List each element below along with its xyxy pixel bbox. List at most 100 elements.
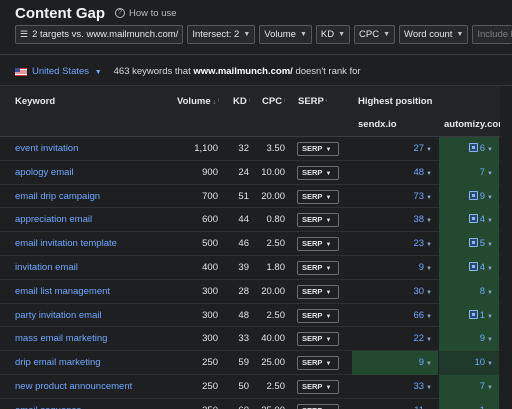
automizy-position[interactable]: 8 ▼ xyxy=(480,280,493,304)
sendx-position[interactable]: 22 ▼ xyxy=(413,327,432,351)
intersect-dropdown[interactable]: Intersect: 2 ▼ xyxy=(187,25,256,44)
automizy-position[interactable]: 4 ▼ xyxy=(468,208,493,232)
cpc-header-label: CPC xyxy=(262,96,283,107)
serp-button[interactable]: SERP▼ xyxy=(297,142,339,156)
automizy-position-value: 4 xyxy=(479,214,486,226)
automizy-position[interactable]: 9 ▼ xyxy=(480,327,493,351)
automizy-position[interactable]: 4 ▼ xyxy=(468,256,493,280)
how-to-use-link[interactable]: ? How to use xyxy=(115,8,177,19)
cpc-value: 10.00 xyxy=(261,166,285,178)
sendx-position[interactable]: 9 ▼ xyxy=(419,256,432,280)
serp-button[interactable]: SERP▼ xyxy=(297,308,339,323)
include-keywords-input[interactable]: Include k xyxy=(472,25,512,44)
sendx-position-cell: 73 ▼ xyxy=(352,185,438,209)
keyword-column-header[interactable]: Keyword xyxy=(15,96,56,107)
sendx-position[interactable]: 66 ▼ xyxy=(413,304,432,328)
keyword-link[interactable]: event invitation xyxy=(15,143,79,154)
volume-filter[interactable]: Volume ▼ xyxy=(259,25,312,44)
serp-button[interactable]: SERP▼ xyxy=(297,403,339,409)
word-count-filter-label: Word count xyxy=(404,29,453,40)
keyword-link[interactable]: new product announcement xyxy=(15,380,133,392)
sendx-position[interactable]: 9 ▼ xyxy=(419,351,432,375)
sendx-position[interactable]: 27 ▼ xyxy=(413,137,432,161)
serp-button-label: SERP xyxy=(302,406,322,409)
keyword-link[interactable]: party invitation email xyxy=(15,309,102,321)
serp-button[interactable]: SERP▼ xyxy=(297,165,339,180)
sendx-position-cell: 27 ▼ xyxy=(352,137,438,161)
cpc-column-header[interactable]: CPC ⁱ xyxy=(262,96,285,107)
automizy-position[interactable]: 1▼ xyxy=(468,304,493,328)
volume-value: 250 xyxy=(178,399,218,409)
title-row: Content Gap ? How to use xyxy=(15,4,177,22)
keyword-link[interactable]: email drip campaign xyxy=(15,190,101,202)
keyword-link[interactable]: email invitation template xyxy=(15,238,117,250)
chevron-down-icon: ▼ xyxy=(426,194,432,201)
serp-header-label: SERP xyxy=(298,96,324,107)
featured-snippet-icon xyxy=(468,261,478,271)
chevron-down-icon: ▼ xyxy=(487,384,493,391)
sendx-position[interactable]: 23 ▼ xyxy=(413,232,432,256)
serp-button[interactable]: SERP▼ xyxy=(297,213,339,228)
sendx-position[interactable]: 48 ▼ xyxy=(413,161,432,185)
sendx-position-cell: 48 ▼ xyxy=(352,161,438,185)
serp-button[interactable]: SERP▼ xyxy=(297,379,339,394)
automizy-position[interactable]: 7 ▼ xyxy=(480,161,493,185)
automizy-position-value: 9 xyxy=(479,190,486,202)
table-row: new product announcement 250 50 2.50 SERP ▼ 33… xyxy=(0,374,512,399)
serp-button[interactable]: SERP▼ xyxy=(297,284,339,299)
kd-filter[interactable]: KD ▼ xyxy=(315,25,351,44)
automizy-position[interactable]: 5 ▼ xyxy=(468,232,493,256)
serp-button[interactable]: SERP▼ xyxy=(297,356,339,371)
sendx-position-value: 73 xyxy=(413,190,425,202)
volume-filter-label: Volume xyxy=(264,29,296,40)
chevron-down-icon: ▼ xyxy=(325,289,332,296)
sendx-position[interactable]: 33 ▼ xyxy=(413,375,432,399)
volume-value: 900 xyxy=(202,166,218,178)
serp-button[interactable]: SERP▼ xyxy=(297,189,339,204)
featured-snippet-icon xyxy=(468,214,478,224)
sendx-position[interactable]: 73 ▼ xyxy=(413,185,432,209)
volume-value: 1,100 xyxy=(194,143,218,154)
automizy-position-cell: 1▼ xyxy=(439,398,499,409)
keyword-link[interactable]: mass email marketing xyxy=(15,333,108,345)
country-selector[interactable]: United States ▼ xyxy=(32,66,102,77)
volume-value: 400 xyxy=(202,261,218,273)
sendx-column-header[interactable]: sendx.io xyxy=(358,119,397,130)
automizy-position-cell: 6 ▼ xyxy=(439,137,499,161)
automizy-position[interactable]: 1▼ xyxy=(480,399,493,409)
kd-value: 32 xyxy=(238,143,249,154)
automizy-position-value: 9 xyxy=(479,333,486,345)
serp-button[interactable]: SERP▼ xyxy=(297,332,339,347)
keyword-link[interactable]: appreciation email xyxy=(15,214,93,226)
automizy-position[interactable]: 10 ▼ xyxy=(474,351,493,375)
volume-value: 250 xyxy=(202,357,218,369)
automizy-position-value: 6 xyxy=(479,143,486,154)
cpc-value: 0.80 xyxy=(266,214,286,226)
keyword-link[interactable]: drip email marketing xyxy=(15,357,101,369)
keyword-link[interactable]: apology email xyxy=(15,166,74,178)
serp-column-header[interactable]: SERP ⁱ xyxy=(298,96,327,107)
automizy-column-header[interactable]: automizy.com xyxy=(444,119,507,130)
cpc-filter[interactable]: CPC ▼ xyxy=(354,25,396,44)
keyword-link[interactable]: email list management xyxy=(15,285,111,297)
cpc-value: 25.00 xyxy=(261,357,285,369)
sendx-position[interactable]: 30 ▼ xyxy=(413,280,432,304)
automizy-position[interactable]: 9 ▼ xyxy=(468,185,493,209)
kd-header-label: KD xyxy=(233,96,247,107)
automizy-position[interactable]: 6 ▼ xyxy=(468,137,493,161)
kd-column-header[interactable]: KD ⁱ xyxy=(233,96,250,107)
targets-button[interactable]: ☰ 2 targets vs. www.mailmunch.com/ xyxy=(15,25,184,44)
keyword-link[interactable]: invitation email xyxy=(15,261,78,273)
serp-button-label: SERP xyxy=(302,215,323,225)
sendx-position[interactable]: 11▼ xyxy=(414,399,432,409)
chevron-down-icon: ▼ xyxy=(456,31,464,38)
sendx-position[interactable]: 38 ▼ xyxy=(413,208,432,232)
automizy-position[interactable]: 7 ▼ xyxy=(480,375,493,399)
targets-label: 2 targets vs. www.mailmunch.com/ xyxy=(32,29,179,40)
serp-button[interactable]: SERP▼ xyxy=(297,260,339,275)
keyword-link[interactable]: email sequence xyxy=(15,399,82,409)
volume-column-header[interactable]: Volume ↓ ⁱ xyxy=(177,96,219,107)
word-count-filter[interactable]: Word count ▼ xyxy=(399,25,469,44)
serp-button[interactable]: SERP▼ xyxy=(297,237,339,252)
table-row: invitation email 400 39 1.80 SERP ▼ 9 ▼ 4 ▼ xyxy=(0,255,512,280)
